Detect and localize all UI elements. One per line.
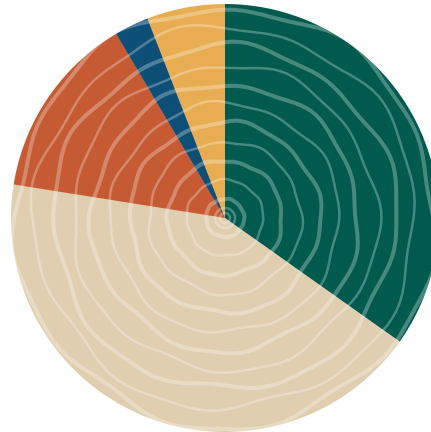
pie-slice-2	[11, 184, 400, 432]
tree-ring-10	[29, 24, 416, 412]
tree-ring-6	[108, 99, 341, 334]
tree-ring-texture	[11, 7, 431, 432]
tree-ring-center-2	[213, 206, 237, 230]
tree-ring-center-1	[218, 211, 232, 225]
tree-ring-1	[204, 196, 247, 240]
pie-slice-5	[147, 4, 225, 218]
tree-ring-8	[74, 66, 383, 375]
pie-slice-1	[225, 4, 431, 342]
tree-ring-4	[147, 141, 305, 297]
tree-ring-5	[127, 118, 324, 316]
pie-slices	[11, 4, 431, 432]
tree-ring-2	[185, 177, 265, 257]
pie-slice-4	[116, 18, 225, 218]
tree-ring-7	[86, 83, 360, 356]
tree-ring-3	[164, 159, 284, 279]
pie-slice-3	[13, 33, 225, 218]
tree-ring-9	[51, 39, 399, 391]
